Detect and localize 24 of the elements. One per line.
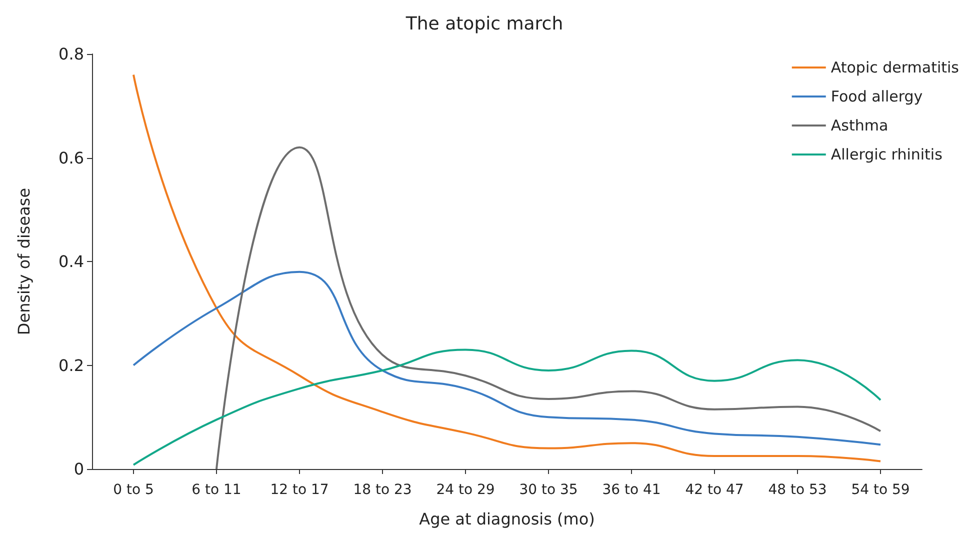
y-tick-label: 0.2 <box>58 356 84 375</box>
line-series <box>132 270 882 446</box>
y-tick-label: 0.6 <box>58 148 84 168</box>
line-series <box>132 348 882 466</box>
legend-label: Asthma <box>830 116 888 134</box>
legend-label: Atopic dermatitis <box>830 58 960 76</box>
x-tick-label: 6 to 11 <box>192 482 242 498</box>
x-tick-label: 0 to 5 <box>113 482 154 498</box>
x-tick-label: 42 to 47 <box>685 482 744 498</box>
x-tick-label: 18 to 23 <box>353 482 412 498</box>
y-tick-label: 0.8 <box>58 44 84 64</box>
x-axis-title: Age at diagnosis (mo) <box>419 510 595 528</box>
legend-label: Food allergy <box>830 88 923 106</box>
y-tick-label: 0 <box>74 460 84 478</box>
x-tick-label: 36 to 41 <box>602 482 661 498</box>
x-tick-label: 48 to 53 <box>768 482 827 498</box>
x-tick-label: 30 to 35 <box>519 482 578 498</box>
y-tick-label: 0.4 <box>58 252 84 271</box>
legend-label: Allergic rhinitis <box>830 146 943 164</box>
x-tick-label: 12 to 17 <box>270 482 329 498</box>
x-tick-label: 54 to 59 <box>851 482 910 498</box>
x-tick-label: 24 to 29 <box>436 482 495 498</box>
y-axis-title: Density of disease <box>14 188 34 336</box>
chart-title: The atopic march <box>404 14 564 34</box>
